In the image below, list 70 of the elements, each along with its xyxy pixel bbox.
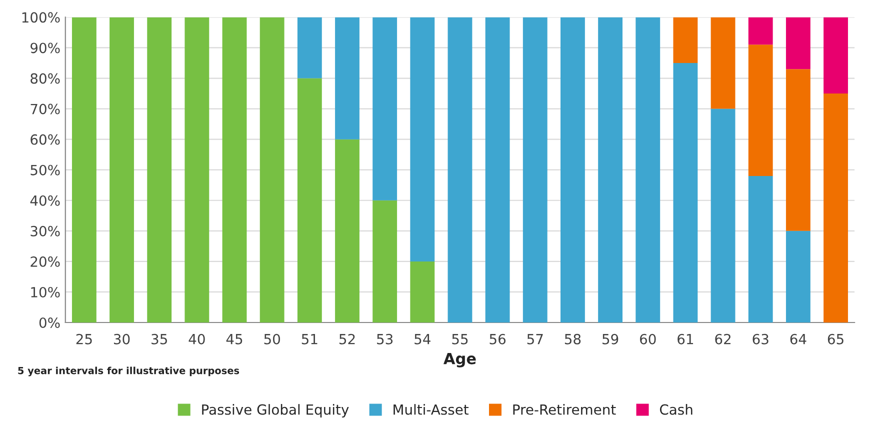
bar — [786, 17, 810, 70]
bar — [335, 17, 360, 140]
x-tick-label: 57 — [527, 334, 543, 344]
bar — [710, 17, 736, 109]
bar — [372, 17, 398, 200]
x-tick-label: 64 — [790, 334, 806, 344]
bar — [335, 139, 360, 322]
bar — [824, 17, 848, 94]
y-tick-label: 0% — [39, 317, 60, 328]
x-tick-label: 61 — [678, 334, 694, 344]
bar — [748, 176, 773, 322]
bar — [410, 17, 435, 262]
x-tick-label: 40 — [188, 334, 205, 344]
x-tick-label: 59 — [602, 334, 618, 344]
bar — [560, 17, 585, 322]
x-tick-label: 45 — [226, 334, 242, 344]
x-tick-label: 60 — [640, 334, 656, 344]
y-tick-label: 20% — [30, 256, 60, 267]
x-tick-label: 62 — [715, 334, 730, 344]
bar — [673, 17, 698, 63]
bar — [673, 62, 698, 322]
bar — [636, 17, 660, 322]
bar — [748, 44, 773, 176]
bar — [598, 17, 623, 322]
bar — [222, 17, 247, 322]
x-tick-label: 25 — [76, 334, 92, 344]
bar — [786, 69, 810, 231]
bar — [448, 17, 472, 322]
bar — [485, 17, 510, 322]
legend-label: Pre-Retirement — [513, 404, 616, 415]
x-tick-label: 52 — [339, 334, 355, 344]
x-tick-label: 65 — [828, 334, 844, 344]
bar — [824, 94, 848, 322]
y-tick-label: 90% — [30, 42, 60, 54]
y-tick-label: 60% — [30, 134, 60, 145]
x-tick-label: 53 — [377, 334, 393, 344]
x-tick-label: 51 — [302, 334, 318, 344]
y-tick-label: 10% — [31, 286, 60, 298]
y-tick-label: 30% — [30, 226, 60, 236]
x-tick-label: 30 — [114, 334, 130, 344]
x-tick-label: 58 — [564, 334, 581, 344]
x-tick-label: 35 — [152, 334, 167, 344]
bar — [522, 17, 548, 322]
bar — [410, 261, 435, 322]
legend-label: Passive Global Equity — [202, 404, 349, 418]
bar — [710, 108, 736, 322]
bar — [147, 17, 172, 322]
x-tick-label: 56 — [490, 334, 506, 344]
text: 5 year intervals for illustrative purposes — [18, 366, 240, 376]
x-axis-title: Age — [443, 352, 476, 368]
bar — [184, 17, 210, 322]
bar — [110, 17, 134, 322]
bar — [297, 78, 322, 322]
x-tick-label: 54 — [414, 334, 430, 344]
bar — [786, 230, 810, 322]
legend-label: Cash — [660, 404, 692, 415]
x-tick-label: 50 — [264, 334, 280, 344]
y-tick-label: 100% — [22, 12, 60, 23]
bar — [72, 17, 96, 322]
bar — [297, 17, 322, 78]
bar — [372, 200, 398, 322]
bar — [748, 17, 773, 45]
y-tick-label: 80% — [30, 73, 60, 84]
y-tick-label: 50% — [30, 164, 60, 176]
x-tick-label: 55 — [452, 334, 468, 344]
x-tick-label: 63 — [752, 334, 768, 344]
legend-label: Multi-Asset — [394, 404, 469, 415]
bar — [260, 17, 284, 322]
y-tick-label: 70% — [30, 104, 60, 114]
y-tick-label: 40% — [30, 195, 60, 206]
